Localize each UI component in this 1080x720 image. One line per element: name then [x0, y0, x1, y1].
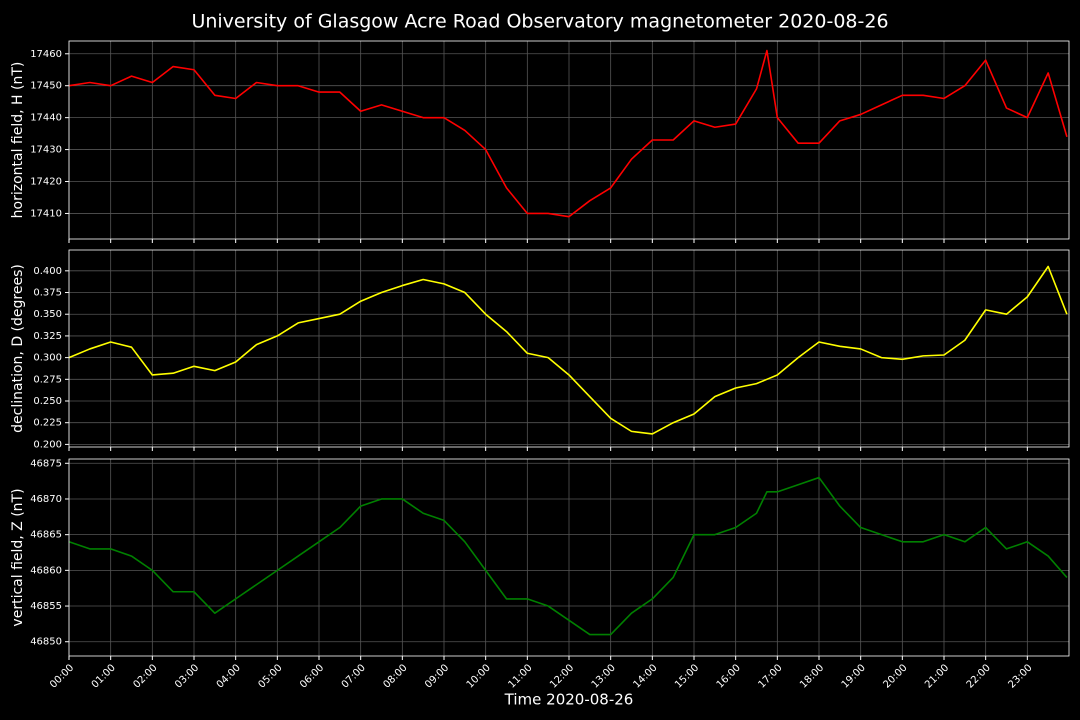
y-tick-label: 0.200: [33, 439, 62, 450]
y-tick-label: 0.300: [33, 353, 62, 364]
y-tick-label: 17440: [30, 113, 62, 124]
y-tick-label: 46870: [30, 494, 62, 505]
y-tick-label: 0.225: [33, 418, 62, 429]
plot-frame: [68, 458, 1070, 657]
figure-title: University of Glasgow Acre Road Observat…: [191, 11, 888, 33]
y-tick-label: 0.400: [33, 266, 62, 277]
y-tick-label: 17460: [30, 49, 62, 60]
y-tick-label: 46855: [30, 601, 62, 612]
plot-frame: [68, 249, 1070, 448]
y-tick-label: 46875: [30, 458, 62, 469]
y-axis-label: vertical field, Z (nT): [10, 488, 26, 626]
y-tick-label: 17410: [30, 208, 62, 219]
y-tick-label: 17420: [30, 177, 62, 188]
y-tick-label: 46865: [30, 530, 62, 541]
y-tick-label: 0.375: [33, 288, 62, 299]
data-line: [68, 49, 1068, 218]
y-tick-label: 46850: [30, 637, 62, 648]
y-tick-label: 0.325: [33, 331, 62, 342]
y-tick-label: 0.275: [33, 374, 62, 385]
y-tick-label: 17450: [30, 81, 62, 92]
y-axis-label: declination, D (degrees): [10, 264, 26, 433]
data-line: [68, 476, 1068, 636]
y-tick-label: 17430: [30, 145, 62, 156]
y-tick-label: 46860: [30, 565, 62, 576]
x-axis-label: Time 2020-08-26: [504, 691, 634, 709]
y-tick-label: 0.350: [33, 309, 62, 320]
plot-frame: [68, 40, 1070, 240]
y-tick-label: 0.250: [33, 396, 62, 407]
data-line: [68, 265, 1068, 435]
y-axis-label: horizontal field, H (nT): [10, 62, 26, 219]
